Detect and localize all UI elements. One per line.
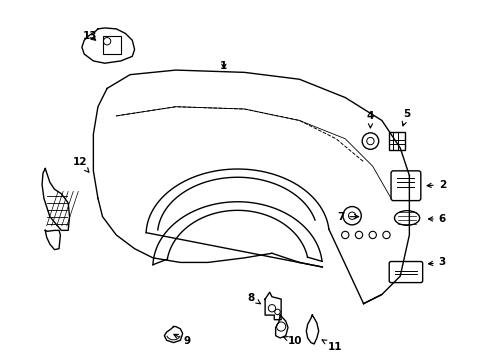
Text: 5: 5 — [402, 109, 410, 126]
Text: 6: 6 — [427, 214, 445, 224]
Text: 4: 4 — [366, 111, 373, 128]
Text: 3: 3 — [427, 257, 445, 267]
Text: 8: 8 — [247, 293, 260, 304]
Text: 9: 9 — [174, 334, 190, 346]
Text: 10: 10 — [283, 336, 302, 346]
Text: 12: 12 — [72, 157, 89, 172]
Text: 1: 1 — [220, 60, 227, 71]
Text: 2: 2 — [426, 180, 445, 190]
Text: 13: 13 — [82, 31, 97, 41]
Text: 11: 11 — [322, 340, 342, 352]
Text: 7: 7 — [336, 212, 358, 222]
Bar — [388, 132, 404, 150]
Bar — [102, 36, 121, 54]
